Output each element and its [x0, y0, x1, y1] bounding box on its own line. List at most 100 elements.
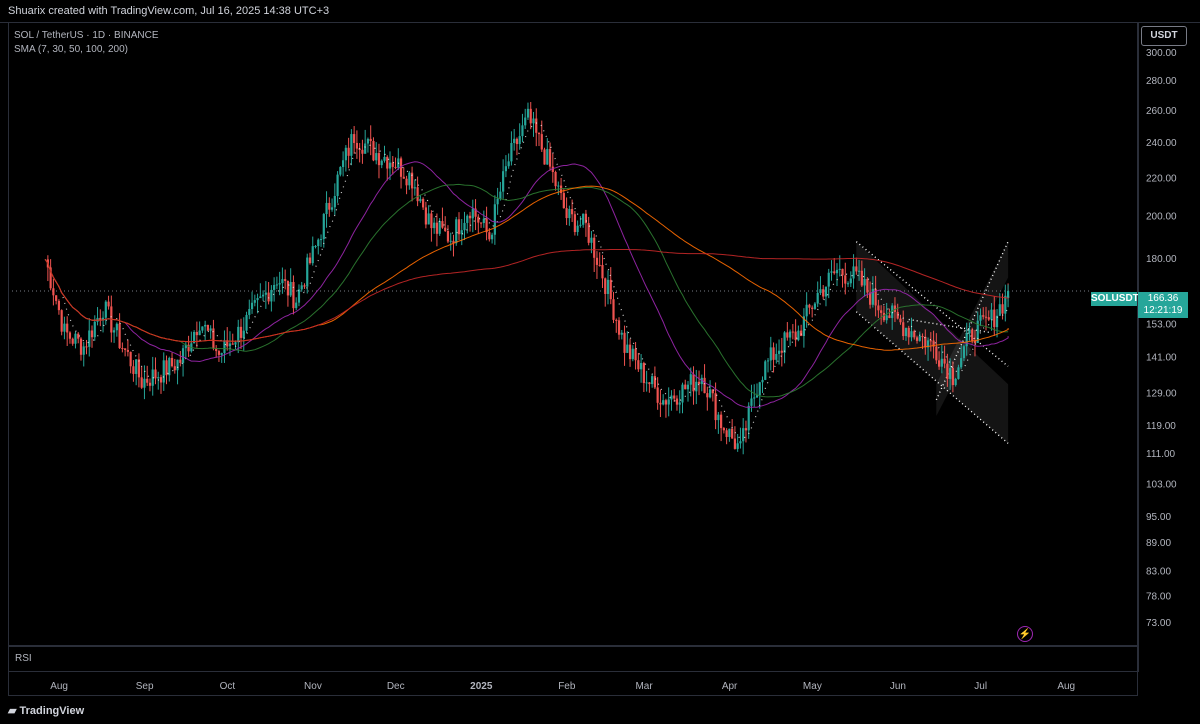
indicator-title[interactable]: SMA (7, 30, 50, 100, 200)	[14, 44, 128, 55]
candle-body	[99, 317, 102, 321]
candle-body	[201, 326, 204, 331]
candle-body	[449, 240, 452, 242]
time-scale[interactable]	[8, 672, 1138, 696]
candle-body	[220, 353, 223, 355]
candle-body	[181, 348, 185, 363]
candle-body	[118, 323, 121, 349]
candle-body	[60, 310, 63, 332]
candle-body	[813, 303, 817, 309]
candle-body	[551, 166, 554, 172]
candle-body	[460, 230, 463, 235]
candle-body	[725, 430, 728, 437]
candle-body	[857, 270, 861, 272]
currency-button[interactable]: USDT	[1141, 26, 1187, 46]
candle-body	[659, 402, 662, 405]
candle-body	[896, 311, 899, 319]
y-tick-label: 141.00	[1146, 353, 1177, 364]
candle-body	[286, 280, 290, 296]
candle-body	[314, 246, 317, 248]
candle-body	[689, 374, 692, 385]
candle-body	[66, 323, 69, 333]
candle-body	[154, 369, 157, 379]
candle-body	[656, 387, 659, 403]
candle-body	[816, 292, 819, 304]
candle-body	[444, 227, 447, 232]
candle-body	[507, 161, 510, 167]
candle-body	[256, 298, 259, 301]
y-tick-label: 240.00	[1146, 138, 1177, 149]
candle-body	[477, 216, 480, 223]
candle-body	[775, 353, 778, 360]
candle-body	[107, 301, 110, 307]
price-pane[interactable]	[8, 22, 1138, 646]
candle-body	[736, 443, 739, 449]
candle-body	[187, 344, 190, 352]
candle-body	[524, 117, 527, 126]
candle-body	[968, 329, 971, 334]
candle-body	[347, 147, 350, 156]
candle-body	[805, 304, 808, 317]
candle-body	[319, 239, 323, 241]
candle-body	[250, 302, 254, 310]
candle-body	[554, 171, 557, 187]
candle-body	[518, 136, 521, 145]
x-tick-label: Aug	[50, 681, 68, 692]
candle-body	[328, 202, 331, 210]
candle-body	[209, 328, 212, 331]
candle-body	[491, 234, 494, 240]
candle-body	[339, 167, 342, 175]
candle-body	[885, 315, 888, 321]
y-tick-label: 300.00	[1146, 48, 1177, 59]
candle-body	[344, 147, 347, 161]
y-tick-label: 153.00	[1146, 320, 1177, 331]
sma-line	[44, 183, 1009, 398]
candle-body	[273, 285, 276, 290]
lightning-icon[interactable]: ⚡	[1017, 626, 1033, 642]
candle-body	[237, 326, 240, 343]
candle-body	[330, 207, 334, 210]
candle-body	[410, 172, 414, 189]
candle-body	[502, 171, 505, 192]
moving-averages	[44, 122, 1009, 439]
candle-body	[642, 363, 645, 384]
candle-body	[940, 358, 943, 367]
candle-body	[794, 331, 797, 341]
candle-body	[325, 202, 328, 215]
candle-body	[593, 237, 596, 258]
price-scale[interactable]	[1138, 22, 1200, 672]
candle-body	[140, 377, 143, 388]
candle-body	[132, 366, 135, 374]
candle-body	[226, 340, 229, 347]
candle-body	[993, 309, 996, 328]
candle-body	[82, 346, 85, 355]
rsi-pane[interactable]: RSI	[8, 646, 1138, 672]
candle-body	[987, 317, 990, 320]
candle-body	[684, 384, 687, 390]
symbol-title[interactable]: SOL / TetherUS · 1D · BINANCE	[14, 30, 159, 41]
rsi-label: RSI	[15, 653, 32, 664]
candle-body	[606, 279, 610, 294]
falling-channel-area	[856, 241, 1009, 444]
chart-legend[interactable]: SOL / TetherUS · 1D · BINANCE SMA (7, 30…	[14, 29, 159, 57]
candle-body	[546, 149, 549, 165]
x-tick-label: Aug	[1057, 681, 1075, 692]
x-tick-label: Jun	[890, 681, 906, 692]
candle-body	[706, 393, 709, 398]
tradingview-logo-icon[interactable]: ▰ TradingView	[8, 704, 84, 717]
candle-body	[526, 108, 530, 118]
candle-body	[924, 336, 927, 348]
candle-body	[935, 346, 938, 361]
candle-body	[195, 331, 198, 336]
candle-body	[303, 285, 306, 287]
candle-body	[369, 138, 372, 142]
candle-body	[510, 142, 513, 162]
candle-body	[402, 176, 405, 179]
candle-body	[239, 326, 243, 338]
candle-body	[957, 367, 960, 379]
candle-body	[888, 315, 891, 319]
sma-line	[44, 161, 1009, 408]
candle-body	[960, 358, 963, 368]
candle-body	[951, 368, 954, 385]
candle-body	[601, 264, 604, 279]
